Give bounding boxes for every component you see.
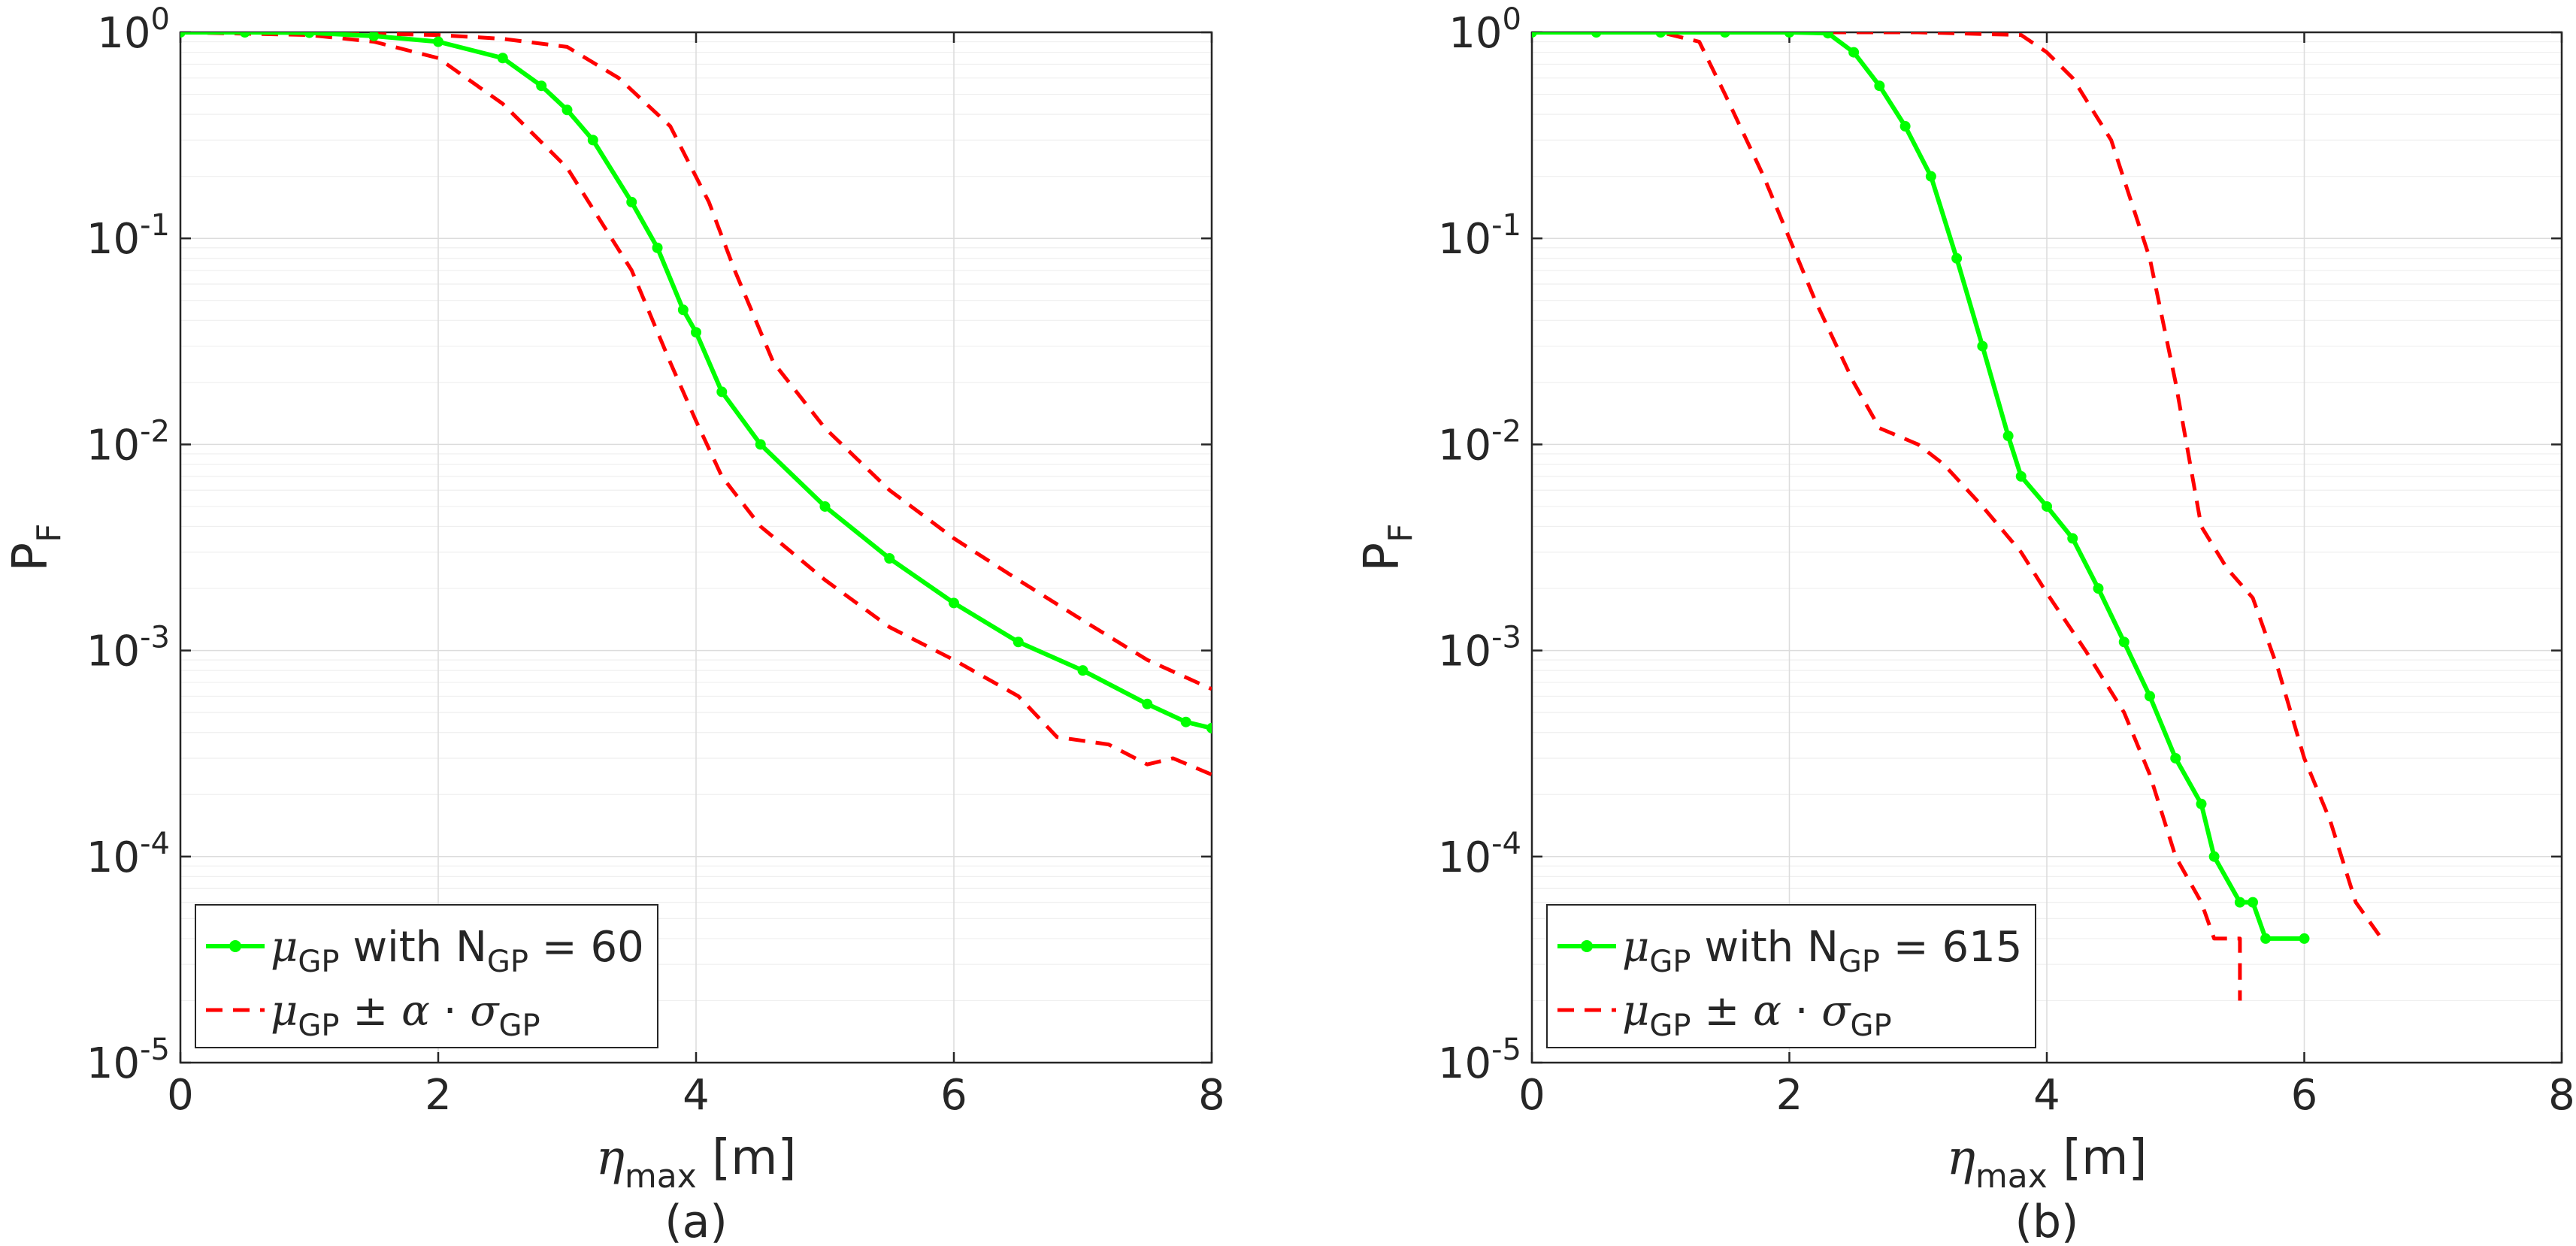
panel-b-series-mean-point (2208, 851, 2220, 862)
panel-a-x-tick-label: 6 (940, 1071, 967, 1120)
panel-b-x-tick-label: 6 (2291, 1071, 2318, 1120)
panel-b-series-mean-point (2248, 897, 2258, 908)
panel-a-series-mean-point (691, 327, 701, 338)
panel-b-series-mean-point (1784, 32, 1795, 38)
panel-a-series-mean-point (587, 135, 598, 146)
panel-b-series-mean-point (1951, 253, 1963, 264)
panel-b-legend-label-mean: μGP with NGP = 615 (1622, 923, 2022, 979)
panel-b-series-mean-point (2260, 933, 2272, 944)
panel-a-y-tick-label: 10-1 (86, 208, 170, 264)
panel-a-series-upper-line (180, 32, 1212, 691)
panel-b-series-mean-point (1532, 32, 1537, 38)
panel-a-legend: μGP with NGP = 60 μGP ± α · σGP (195, 904, 658, 1048)
panel-b-y-axis-label: PF (1355, 524, 1420, 572)
panel-a-series-mean-point (652, 242, 663, 253)
panel-a-series-mean-point (562, 104, 573, 116)
panel-a-series-mean-point (819, 501, 831, 512)
panel-b-x-tick-label: 4 (2033, 1071, 2060, 1120)
panel-a-series-mean-point (497, 53, 508, 64)
panel-a-legend-box (195, 904, 658, 1048)
panel-b-series-mean-point (1591, 32, 1602, 38)
panel-a-series-mean-point (433, 36, 443, 47)
panel-b: 0 2 4 6 8 100 10-1 10-2 10-3 10-4 10-5 PF ηmax [m](b… (1355, 2, 2575, 1246)
panel-b-series-mean-point (1925, 171, 1936, 182)
panel-a-caption: (a) (664, 1196, 728, 1246)
panel-b-series-mean-point (1977, 340, 1988, 352)
panel-a-y-tick-label: 10-4 (86, 827, 170, 882)
panel-a-y-tick-label: 100 (97, 2, 170, 58)
panel-b-series-mean-point (2145, 691, 2155, 702)
panel-b-series-mean-point (2067, 533, 2078, 544)
panel-a-series-mean-point (368, 32, 380, 41)
panel-a-x-tick-label: 8 (1198, 1071, 1225, 1120)
panel-b-series-group (1532, 32, 2384, 1001)
panel-b-x-tick-label: 8 (2548, 1071, 2575, 1120)
panel-b-y-tick-label: 10-1 (1438, 208, 1521, 264)
panel-b-series-mean-point (2002, 431, 2014, 442)
panel-a-series-mean-point (1206, 722, 1212, 733)
panel-b-series-mean-point (1822, 32, 1833, 39)
panel-b-legend-label-bounds: μGP ± α · σGP (1622, 987, 1892, 1043)
panel-a-series-mean-point (304, 32, 315, 38)
panel-b-series-mean-point (2170, 752, 2181, 764)
panel-a-legend-label-bounds: μGP ± α · σGP (271, 987, 540, 1043)
panel-b-series-mean-point (2196, 798, 2207, 809)
panel-b-legend-swatch-marker (1581, 940, 1593, 952)
panel-a-series-mean-point (1077, 665, 1088, 676)
panel-b-y-tick-label: 10-4 (1438, 827, 1521, 882)
panel-a-series-mean-point (1013, 637, 1024, 648)
panel-a-series-mean-point (884, 552, 895, 564)
panel-b-x-tick-label: 2 (1776, 1071, 1803, 1120)
panel-b-series-mean-point (1874, 80, 1885, 92)
panel-a-y-tick-label: 10-2 (86, 414, 170, 470)
panel-a-y-tick-label: 10-5 (86, 1033, 170, 1088)
panel-a-y-tick-label: 10-3 (86, 621, 170, 676)
panel-b-series-mean-point (1899, 121, 1911, 132)
panel-a-series-mean-point (677, 304, 689, 316)
panel-b-series-lower-line (1532, 32, 2242, 1001)
panel-b-legend-box (1546, 904, 2036, 1048)
panel-b-x-tick-label: 0 (1518, 1071, 1545, 1120)
panel-a-legend-swatch-marker (229, 940, 241, 952)
panel-a: 0 2 4 6 8 100 10-1 10-2 10-3 10-4 10-5 PF ηmax [m](a… (3, 2, 1225, 1246)
panel-b-y-tick-label: 10-2 (1438, 414, 1521, 470)
panel-b-y-tick-label: 10-3 (1438, 621, 1521, 676)
panel-a-series-mean-point (949, 597, 959, 609)
panel-b-series-mean-point (1655, 32, 1666, 38)
panel-a-legend-label-mean: μGP with NGP = 60 (271, 923, 644, 979)
panel-a-series-mean-point (239, 32, 250, 38)
panel-a-series-lower-line (180, 32, 1212, 777)
panel-b-caption: (b) (2015, 1196, 2079, 1246)
panel-b-series-mean-point (2015, 470, 2027, 482)
panel-a-series-mean-point (626, 196, 637, 207)
panel-a-series-mean-point (180, 32, 186, 38)
panel-b-series-upper-line (1532, 32, 2384, 940)
panel-a-series-mean-point (1180, 716, 1191, 727)
panel-b-series-mean-point (2299, 933, 2310, 944)
panel-a-series-mean-point (716, 386, 728, 398)
panel-a-series-mean-point (536, 80, 547, 92)
panel-b-series-mean-point (2234, 897, 2245, 908)
panel-a-x-tick-label: 2 (425, 1071, 452, 1120)
panel-b-series-mean-point (2118, 637, 2130, 648)
panel-a-series-mean-point (755, 439, 766, 450)
panel-b-series-mean-point (1848, 47, 1860, 58)
panel-a-y-axis-label: PF (3, 524, 68, 572)
panel-b-y-tick-label: 10-5 (1438, 1033, 1521, 1088)
panel-b-series-mean-point (1719, 32, 1730, 38)
panel-a-x-tick-label: 0 (167, 1071, 194, 1120)
panel-a-x-axis-label: ηmax [m] (596, 1130, 797, 1196)
panel-b-series-mean-line (1532, 32, 2305, 941)
panel-b-series-mean-point (2093, 583, 2104, 594)
panel-a-series-group (180, 32, 1212, 777)
panel-b-y-tick-label: 100 (1448, 2, 1521, 58)
panel-b-legend: μGP with NGP = 615 μGP ± α · σGP (1546, 904, 2036, 1048)
panel-b-series-mean-point (2042, 501, 2052, 512)
panel-b-x-axis-label: ηmax [m] (1947, 1130, 2148, 1196)
panel-a-x-tick-label: 4 (683, 1071, 710, 1120)
panel-a-series-mean-point (1142, 698, 1153, 709)
